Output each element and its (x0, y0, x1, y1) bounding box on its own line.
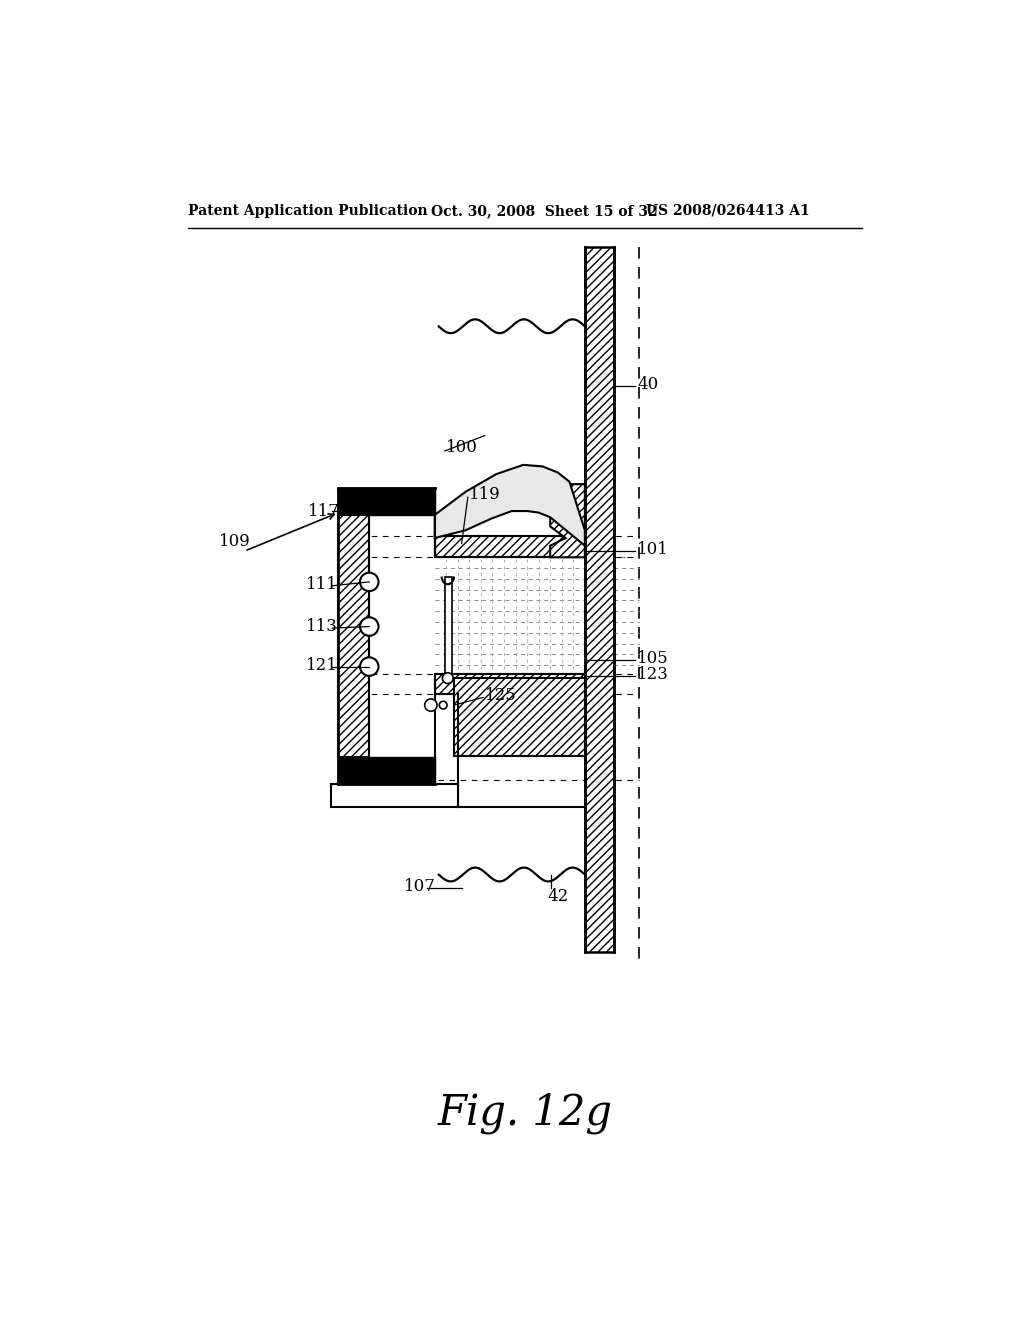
Text: 125: 125 (484, 688, 516, 705)
Polygon shape (435, 465, 585, 545)
Text: 123: 123 (637, 665, 669, 682)
Text: 132: 132 (373, 495, 404, 512)
Polygon shape (454, 678, 585, 756)
Polygon shape (585, 247, 614, 952)
Text: 42: 42 (548, 887, 569, 904)
Polygon shape (339, 515, 370, 756)
Text: Fig. 12g: Fig. 12g (437, 1092, 612, 1134)
Polygon shape (435, 536, 585, 557)
Text: 117: 117 (307, 503, 340, 520)
Text: 127: 127 (376, 760, 408, 777)
Circle shape (442, 673, 454, 684)
Polygon shape (339, 488, 435, 515)
Circle shape (360, 573, 379, 591)
Text: 100: 100 (446, 438, 478, 455)
Polygon shape (550, 484, 585, 557)
Polygon shape (339, 756, 435, 784)
Text: 109: 109 (219, 532, 251, 549)
Text: 40: 40 (637, 375, 658, 392)
Polygon shape (331, 784, 458, 807)
Text: 107: 107 (403, 878, 436, 895)
Text: 101: 101 (637, 541, 669, 558)
Text: 105: 105 (637, 651, 669, 668)
Circle shape (360, 657, 379, 676)
Polygon shape (444, 577, 453, 678)
Text: 111: 111 (306, 576, 338, 593)
Text: 113: 113 (306, 618, 338, 635)
Polygon shape (435, 675, 585, 694)
Text: Oct. 30, 2008  Sheet 15 of 32: Oct. 30, 2008 Sheet 15 of 32 (431, 203, 657, 218)
Text: Patent Application Publication: Patent Application Publication (188, 203, 428, 218)
Text: US 2008/0264413 A1: US 2008/0264413 A1 (646, 203, 810, 218)
Circle shape (439, 701, 447, 709)
Text: 119: 119 (469, 486, 501, 503)
Circle shape (360, 618, 379, 636)
Text: 121: 121 (306, 656, 338, 673)
Circle shape (425, 700, 437, 711)
